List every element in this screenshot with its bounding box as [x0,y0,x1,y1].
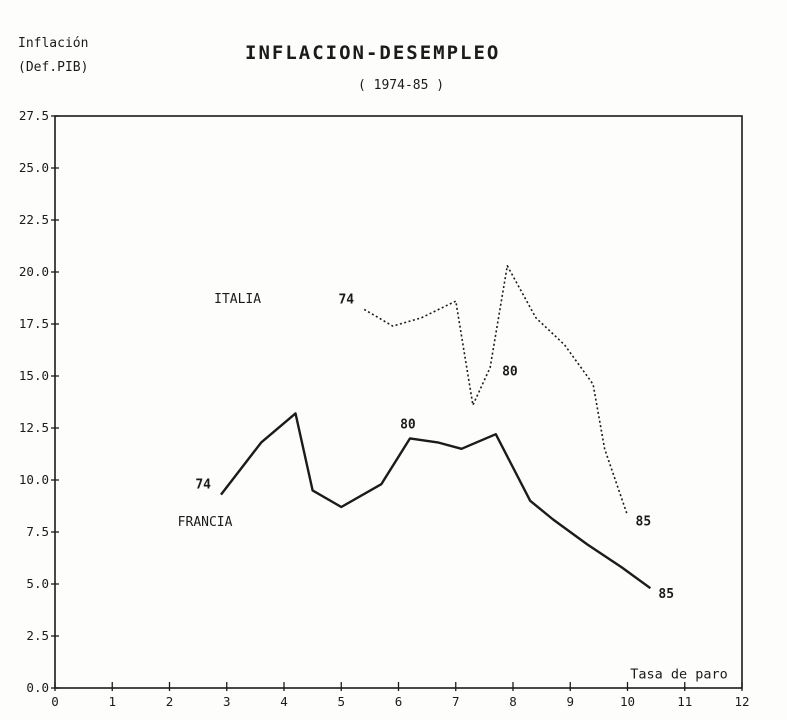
y-axis-label: Inflación [18,36,89,51]
point-label-italia-74: 74 [338,292,354,307]
y-tick-label: 12.5 [19,420,49,435]
point-label-francia-74: 74 [195,478,211,493]
x-tick-label: 10 [620,694,635,709]
x-tick-label: 1 [108,694,116,709]
y-axis-label-unit: (Def.PIB) [18,60,89,75]
x-tick-label: 9 [566,694,574,709]
x-tick-label: 0 [51,694,59,709]
y-tick-label: 22.5 [19,212,49,227]
x-tick-label: 7 [452,694,460,709]
y-tick-label: 2.5 [26,628,49,643]
y-tick-label: 7.5 [26,524,49,539]
point-label-francia-85: 85 [658,587,674,602]
y-tick-label: 20.0 [19,264,49,279]
x-tick-label: 11 [677,694,692,709]
series-line-italia [363,264,629,516]
series-name-italia: ITALIA [214,292,261,307]
y-tick-label: 17.5 [19,316,49,331]
point-label-italia-80: 80 [502,365,518,380]
x-tick-label: 2 [166,694,174,709]
point-label-italia-85: 85 [636,514,652,529]
y-tick-label: 25.0 [19,160,49,175]
x-axis-label: Tasa de paro [630,667,728,683]
y-tick-label: 0.0 [26,680,49,695]
plot-frame [54,115,743,689]
x-tick-label: 3 [223,694,231,709]
point-label-francia-80: 80 [400,417,416,432]
y-tick-label: 5.0 [26,576,49,591]
chart-title: INFLACION-DESEMPLEO [245,42,501,64]
x-tick-label: 12 [734,694,749,709]
x-tick-label: 5 [337,694,345,709]
y-tick-label: 27.5 [19,108,49,123]
x-tick-label: 6 [395,694,403,709]
y-tick-label: 15.0 [19,368,49,383]
chart-subtitle: ( 1974-85 ) [358,78,445,93]
y-tick-label: 10.0 [19,472,49,487]
series-line-francia [220,412,652,590]
series-name-francia: FRANCIA [178,515,233,530]
x-tick-label: 4 [280,694,288,709]
x-tick-label: 8 [509,694,517,709]
